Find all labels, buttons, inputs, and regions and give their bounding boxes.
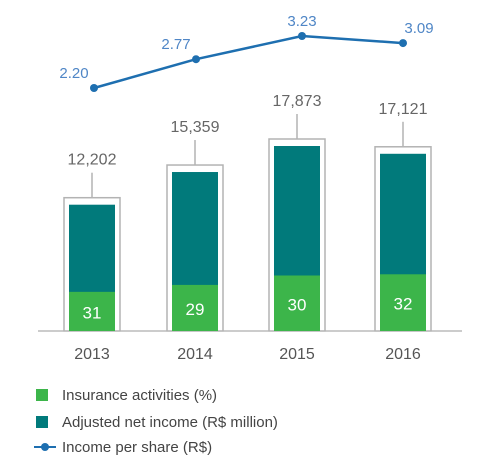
legend-item-adjusted: Adjusted net income (R$ million): [34, 411, 278, 433]
bar-value-label: 17,121: [379, 101, 428, 118]
income-per-share-point: [192, 55, 200, 64]
income-per-share-point: [90, 84, 98, 92]
legend-item-insurance: Insurance activities (%): [34, 384, 217, 406]
income-per-share-label: 2.77: [161, 36, 190, 53]
x-tick-label: 2014: [177, 346, 213, 363]
legend-item-income: Income per share (R$): [34, 436, 212, 458]
legend-swatch-adjusted: [36, 416, 48, 428]
bar-value-label: 17,873: [273, 93, 322, 110]
bar-insurance-share: [380, 274, 426, 331]
bar-value-label: 15,359: [171, 119, 220, 136]
bar-insurance-label: 29: [186, 300, 205, 319]
bar-value-label: 12,202: [68, 152, 117, 169]
income-per-share-label: 3.09: [404, 20, 433, 37]
legend-label-income: Income per share (R$): [62, 438, 213, 456]
bar-insurance-share: [274, 275, 320, 331]
x-tick-label: 2016: [385, 346, 421, 363]
income-per-share-label: 2.20: [59, 65, 88, 82]
legend-label-adjusted: Adjusted net income (R$ million): [62, 413, 278, 431]
income-per-share-line: [93, 34, 404, 90]
legend-label-insurance: Insurance activities (%): [62, 386, 218, 404]
bar-insurance-share: [69, 291, 115, 331]
bar-insurance-label: 30: [288, 295, 307, 314]
x-tick-label: 2015: [279, 346, 315, 363]
bar-insurance-share: [172, 284, 218, 331]
x-tick-label: 2013: [74, 346, 110, 363]
income-per-share-point: [399, 39, 407, 48]
bar-insurance-label: 31: [83, 303, 102, 322]
income-per-share-point: [298, 32, 306, 40]
legend-line-icon: [34, 441, 56, 453]
income-per-share-label: 3.23: [287, 13, 316, 30]
legend-swatch-insurance: [36, 389, 48, 401]
bar-insurance-label: 32: [394, 295, 413, 314]
